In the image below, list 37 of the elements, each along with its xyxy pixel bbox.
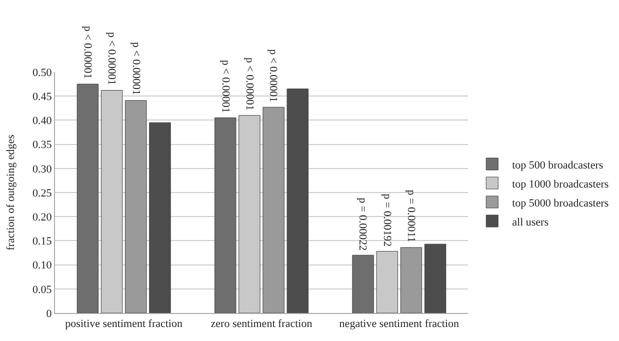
bar (262, 106, 284, 313)
annotation: p < 0.00001 (130, 42, 142, 96)
legend-label: top 1000 broadcasters (512, 178, 609, 190)
annotation: p < 0.00001 (81, 26, 94, 79)
x-tick-label: zero sentiment fraction (210, 318, 313, 330)
y-tick-label: 0 (46, 308, 52, 320)
annotation: p < 0.00001 (243, 57, 256, 110)
y-axis-title: fraction of outgoing edges (5, 134, 18, 250)
bar (125, 100, 147, 313)
y-tick-label: 0.15 (32, 236, 52, 248)
annotation: p < 0.00001 (267, 49, 280, 102)
annotation: p = 0.00022 (356, 198, 369, 251)
legend-label: top 5000 broadcasters (512, 197, 609, 210)
bar (424, 244, 446, 313)
y-tick-label: 0.50 (32, 66, 52, 79)
annotation: p = 0.00011 (405, 190, 418, 242)
bar (76, 84, 99, 313)
annotation: p < 0.00001 (106, 32, 118, 85)
y-tick-label: 0.05 (32, 284, 52, 296)
annotation: p < 0.00001 (220, 60, 232, 113)
y-tick-label: 0.35 (32, 139, 52, 152)
bar (214, 118, 236, 313)
legend-label: top 500 broadcasters (512, 159, 604, 172)
bar (352, 254, 374, 313)
y-tick-label: 0.20 (32, 211, 52, 224)
bar (286, 88, 308, 313)
annotation: p = 0.00192 (380, 194, 393, 247)
bar (149, 122, 171, 313)
legend-label: all users (512, 216, 548, 228)
bar (400, 247, 422, 313)
y-tick-label: 0.40 (32, 115, 52, 128)
x-tick-label: negative sentiment fraction (339, 318, 460, 330)
y-tick-label: 0.30 (32, 163, 52, 176)
y-tick-label: 0.10 (32, 260, 52, 272)
y-tick-label: 0.45 (32, 90, 52, 103)
y-tick-label: 0.25 (32, 187, 52, 200)
x-tick-label: positive sentiment fraction (65, 318, 183, 330)
